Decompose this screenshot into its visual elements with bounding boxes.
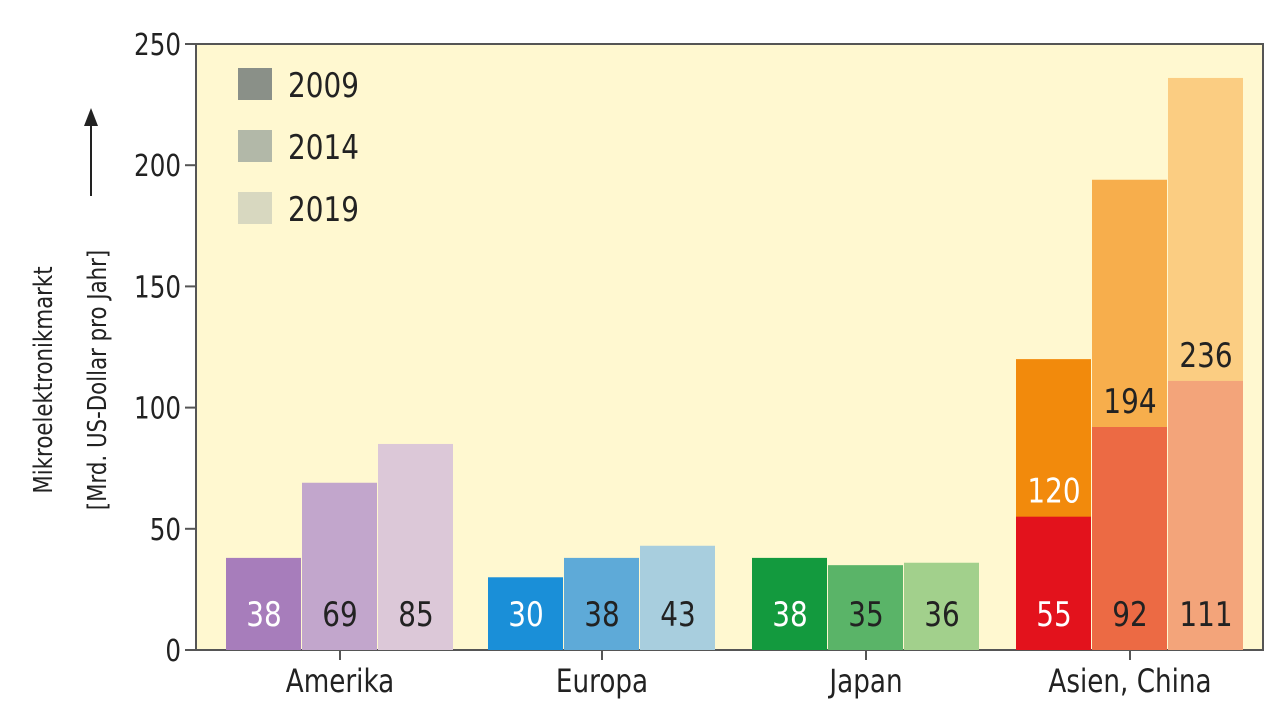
y-axis: 0 50 100 150 200 250 <box>134 29 196 669</box>
y-tick-label: 100 <box>134 392 181 426</box>
data-label-amerika-2019: 85 <box>398 595 433 634</box>
y-axis-arrow <box>84 108 98 196</box>
y-tick-label: 0 <box>165 635 181 669</box>
x-tick-label: Europa <box>556 662 648 699</box>
data-label-japan-2009: 38 <box>772 595 807 634</box>
data-label-japan-2014: 35 <box>848 595 883 634</box>
data-label-europa-2014: 38 <box>584 595 619 634</box>
bar-amerika-2009 <box>226 557 301 650</box>
legend-label-2009: 2009 <box>288 66 359 105</box>
x-tick-label: Amerika <box>286 662 395 699</box>
data-label-asien-china-2019: 236 <box>1179 336 1232 375</box>
y-tick-label: 150 <box>134 271 181 305</box>
bar-china-2019 <box>1168 380 1243 650</box>
x-tick-label: Asien, China <box>1048 662 1211 699</box>
y-tick-label: 250 <box>134 29 181 63</box>
legend: 2009 2014 2019 <box>238 66 359 230</box>
data-label-amerika-2014: 69 <box>322 595 357 634</box>
data-label-china-2014: 92 <box>1112 595 1147 634</box>
data-label-amerika-2009: 38 <box>246 595 281 634</box>
legend-swatch-2014 <box>238 130 272 162</box>
data-label-asien-china-2014: 194 <box>1103 382 1156 421</box>
data-label-europa-2019: 43 <box>660 595 695 634</box>
data-label-europa-2009: 30 <box>508 595 543 634</box>
data-label-china-2009: 55 <box>1036 595 1071 634</box>
bar-japan-2009 <box>752 557 827 650</box>
bar-europa-2009 <box>488 577 563 650</box>
bar-europa-2019 <box>640 545 715 650</box>
y-axis-label-line1: Mikroelektronikmarkt <box>28 266 59 493</box>
y-axis-label-line2: [Mrd. US-Dollar pro Jahr] <box>82 250 113 510</box>
bar-japan-2019 <box>904 562 979 650</box>
legend-label-2014: 2014 <box>288 128 359 167</box>
data-label-asien-china-2009: 120 <box>1027 472 1080 511</box>
bar-china-2009 <box>1016 516 1091 650</box>
bar-amerika-2019 <box>378 443 453 650</box>
y-tick-label: 50 <box>150 514 181 548</box>
bar-japan-2014 <box>828 565 903 650</box>
legend-label-2019: 2019 <box>288 190 359 229</box>
data-label-china-2019: 111 <box>1179 595 1232 634</box>
bar-europa-2014 <box>564 557 639 650</box>
bar-china-2014 <box>1092 426 1167 650</box>
bar-labels: 38 69 85 30 38 43 38 35 36 55 120 92 194 111 236 <box>246 336 1232 634</box>
bar-amerika-2014 <box>302 482 377 650</box>
y-tick-label: 200 <box>134 150 181 184</box>
bars <box>226 77 1243 651</box>
x-axis: Amerika Europa Japan Asien, China <box>286 650 1212 700</box>
x-tick-label: Japan <box>828 662 903 699</box>
legend-swatch-2009 <box>238 68 272 100</box>
data-label-japan-2019: 36 <box>924 595 959 634</box>
legend-swatch-2019 <box>238 192 272 224</box>
